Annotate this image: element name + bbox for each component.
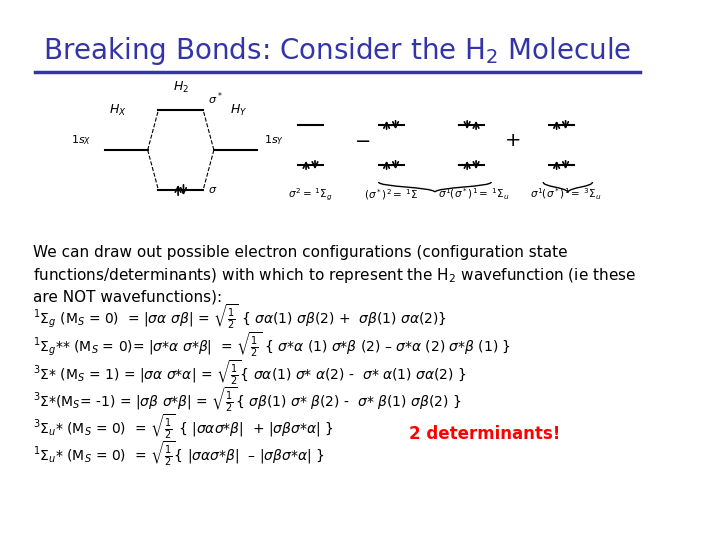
Text: $1s_Y$: $1s_Y$ [264, 133, 284, 147]
Text: $^3\Sigma$* (M$_S$ = 1) = $|\sigma\alpha\ \sigma$*$\alpha|$ = $\sqrt{\frac{1}{2}: $^3\Sigma$* (M$_S$ = 1) = $|\sigma\alpha… [33, 358, 467, 387]
Text: $+$: $+$ [504, 131, 520, 150]
Text: $H_Y$: $H_Y$ [230, 103, 248, 118]
Text: Breaking Bonds: Consider the H$_2$ Molecule: Breaking Bonds: Consider the H$_2$ Molec… [43, 35, 631, 67]
Text: $H_2$: $H_2$ [173, 80, 189, 95]
Text: 2 determinants!: 2 determinants! [409, 425, 560, 443]
Text: $H_X$: $H_X$ [109, 103, 127, 118]
Text: $(\sigma^*)^2 = \,^1\Sigma$: $(\sigma^*)^2 = \,^1\Sigma$ [364, 187, 418, 202]
Text: $\sigma^2 = \,^1\Sigma_g$: $\sigma^2 = \,^1\Sigma_g$ [288, 187, 333, 203]
Text: $-$: $-$ [354, 131, 371, 150]
Text: $\sigma^1(\sigma^*)^1 = \,^1\Sigma_u$: $\sigma^1(\sigma^*)^1 = \,^1\Sigma_u$ [438, 187, 509, 202]
Text: We can draw out possible electron configurations (configuration state
functions/: We can draw out possible electron config… [33, 245, 636, 305]
Text: $^1\Sigma_u$* (M$_S$ = 0)  = $\sqrt{\frac{1}{2}}${ $|\sigma\alpha\sigma$*$\beta|: $^1\Sigma_u$* (M$_S$ = 0) = $\sqrt{\frac… [33, 439, 325, 468]
Text: $^1\Sigma_g$ (M$_S$ = 0)  = $|\sigma\alpha\ \sigma\beta|$ = $\sqrt{\frac{1}{2}}$: $^1\Sigma_g$ (M$_S$ = 0) = $|\sigma\alph… [33, 302, 447, 330]
Text: $^3\Sigma$*(M$_S$= -1) = $|\sigma\beta\ \sigma$*$\beta|$ = $\sqrt{\frac{1}{2}}${: $^3\Sigma$*(M$_S$= -1) = $|\sigma\beta\ … [33, 385, 462, 414]
Text: $^1\Sigma_g$** (M$_S$ = 0)= $|\sigma$*$\alpha\ \sigma$*$\beta|$  = $\sqrt{\frac{: $^1\Sigma_g$** (M$_S$ = 0)= $|\sigma$*$\… [33, 330, 511, 359]
Text: $1s_X$: $1s_X$ [71, 133, 91, 147]
Text: $\sigma$: $\sigma$ [207, 185, 217, 195]
Text: $\sigma^*$: $\sigma^*$ [207, 90, 222, 107]
Text: $\sigma^1(\sigma^*)^1 = \,^3\Sigma_u$: $\sigma^1(\sigma^*)^1 = \,^3\Sigma_u$ [530, 187, 601, 202]
Text: $^3\Sigma_u$* (M$_S$ = 0)  = $\sqrt{\frac{1}{2}}$ { $|\sigma\alpha\sigma$*$\beta: $^3\Sigma_u$* (M$_S$ = 0) = $\sqrt{\frac… [33, 412, 334, 441]
